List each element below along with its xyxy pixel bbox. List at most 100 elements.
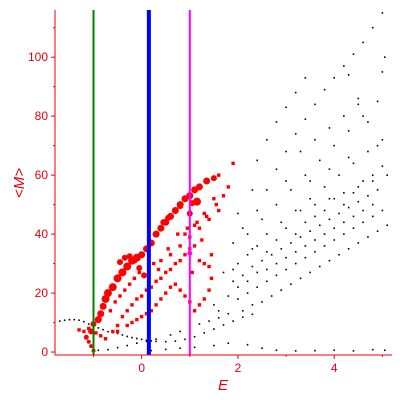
data-point-red-square	[164, 291, 168, 295]
data-point-red-square	[103, 337, 108, 341]
x-tick-label: 4	[331, 361, 338, 375]
data-point-black	[383, 56, 386, 58]
x-tick-label: 2	[235, 361, 242, 375]
data-point-black	[343, 192, 345, 194]
data-point-black	[169, 334, 172, 336]
data-point-black	[217, 309, 220, 312]
data-point-black	[251, 313, 254, 316]
data-point-black	[362, 41, 364, 44]
data-point-black	[140, 338, 143, 341]
data-point-black	[328, 168, 331, 171]
data-point-red	[131, 257, 138, 264]
data-point-red-square	[125, 323, 129, 328]
data-point-black	[367, 150, 369, 153]
y-tick-label: 20	[35, 286, 49, 300]
data-point-black	[352, 162, 355, 165]
black-series	[59, 12, 388, 352]
data-point-red	[113, 274, 122, 283]
data-point-red-square	[99, 334, 103, 338]
data-point-red-square	[176, 232, 180, 236]
data-point-black	[246, 253, 249, 256]
data-point-black	[304, 77, 307, 79]
data-point-black	[150, 340, 153, 342]
data-point-red-square	[216, 208, 221, 213]
data-point-red-square	[192, 309, 197, 313]
data-point-black	[357, 97, 360, 100]
data-point-black	[270, 295, 273, 297]
data-point-black	[304, 221, 307, 224]
data-point-black	[285, 150, 287, 153]
data-point-black	[338, 174, 340, 176]
data-point-black	[208, 320, 210, 322]
data-point-black	[376, 100, 379, 103]
data-point-red-square	[82, 329, 86, 334]
data-point-black	[203, 332, 206, 334]
data-point-red-square	[139, 294, 144, 298]
data-point-red-square	[168, 267, 173, 272]
data-point-black	[357, 103, 360, 106]
data-point-black	[241, 274, 244, 277]
data-point-red-square	[159, 276, 163, 281]
data-point-black	[126, 344, 129, 347]
data-point-black	[357, 200, 360, 203]
data-point-black	[246, 292, 249, 294]
data-point-black	[323, 88, 326, 91]
data-point-red-square	[159, 297, 163, 301]
data-point-red	[116, 259, 123, 266]
data-point-black	[280, 221, 283, 224]
data-point-black	[294, 233, 297, 235]
y-tick-label: 100	[28, 50, 48, 64]
data-point-red-square	[207, 264, 211, 269]
data-point-red-square	[168, 253, 173, 257]
data-point-black	[371, 203, 374, 206]
data-point-black	[338, 253, 340, 256]
data-point-black	[386, 224, 388, 227]
data-point-red-square	[132, 276, 137, 281]
data-point-black	[275, 121, 278, 123]
data-point-black	[198, 323, 201, 325]
data-point-black	[343, 203, 345, 206]
data-point-black	[256, 209, 258, 212]
data-point-black	[294, 91, 297, 94]
data-point-black	[266, 189, 268, 191]
data-point-black	[116, 346, 119, 349]
data-point-black	[213, 304, 215, 306]
data-point-black	[241, 227, 244, 230]
data-point-black	[256, 271, 258, 274]
data-point-black	[314, 215, 316, 218]
data-point-black	[314, 349, 316, 352]
data-point-black	[261, 218, 263, 221]
data-point-black	[347, 130, 350, 132]
data-point-black	[371, 180, 374, 182]
data-point-black	[352, 192, 355, 194]
data-point-black	[367, 236, 369, 238]
data-point-red-square	[226, 185, 231, 189]
data-point-black	[266, 268, 268, 271]
data-point-black	[280, 289, 283, 291]
data-point-black	[323, 245, 326, 247]
data-point-red-square	[197, 258, 202, 263]
data-point-black	[285, 268, 287, 271]
data-point-black	[256, 245, 258, 247]
data-point-black	[241, 309, 244, 312]
data-point-black	[246, 343, 249, 346]
data-point-black	[285, 256, 287, 259]
data-point-black	[333, 144, 336, 147]
data-point-black	[304, 245, 307, 247]
data-point-black	[251, 189, 254, 191]
data-point-black	[136, 337, 138, 340]
data-point-black	[63, 319, 66, 322]
data-point-black	[164, 340, 167, 343]
data-point-black	[227, 312, 230, 315]
data-point-black	[102, 328, 104, 331]
data-point-black	[222, 271, 225, 274]
data-point-red	[94, 316, 102, 324]
data-point-black	[309, 180, 311, 182]
data-point-red-square	[197, 226, 202, 230]
data-point-black	[371, 26, 374, 29]
data-point-black	[381, 209, 384, 212]
data-point-black	[155, 340, 157, 343]
data-point-black	[328, 197, 331, 200]
data-point-black	[357, 242, 360, 244]
data-point-red-square	[159, 258, 163, 263]
